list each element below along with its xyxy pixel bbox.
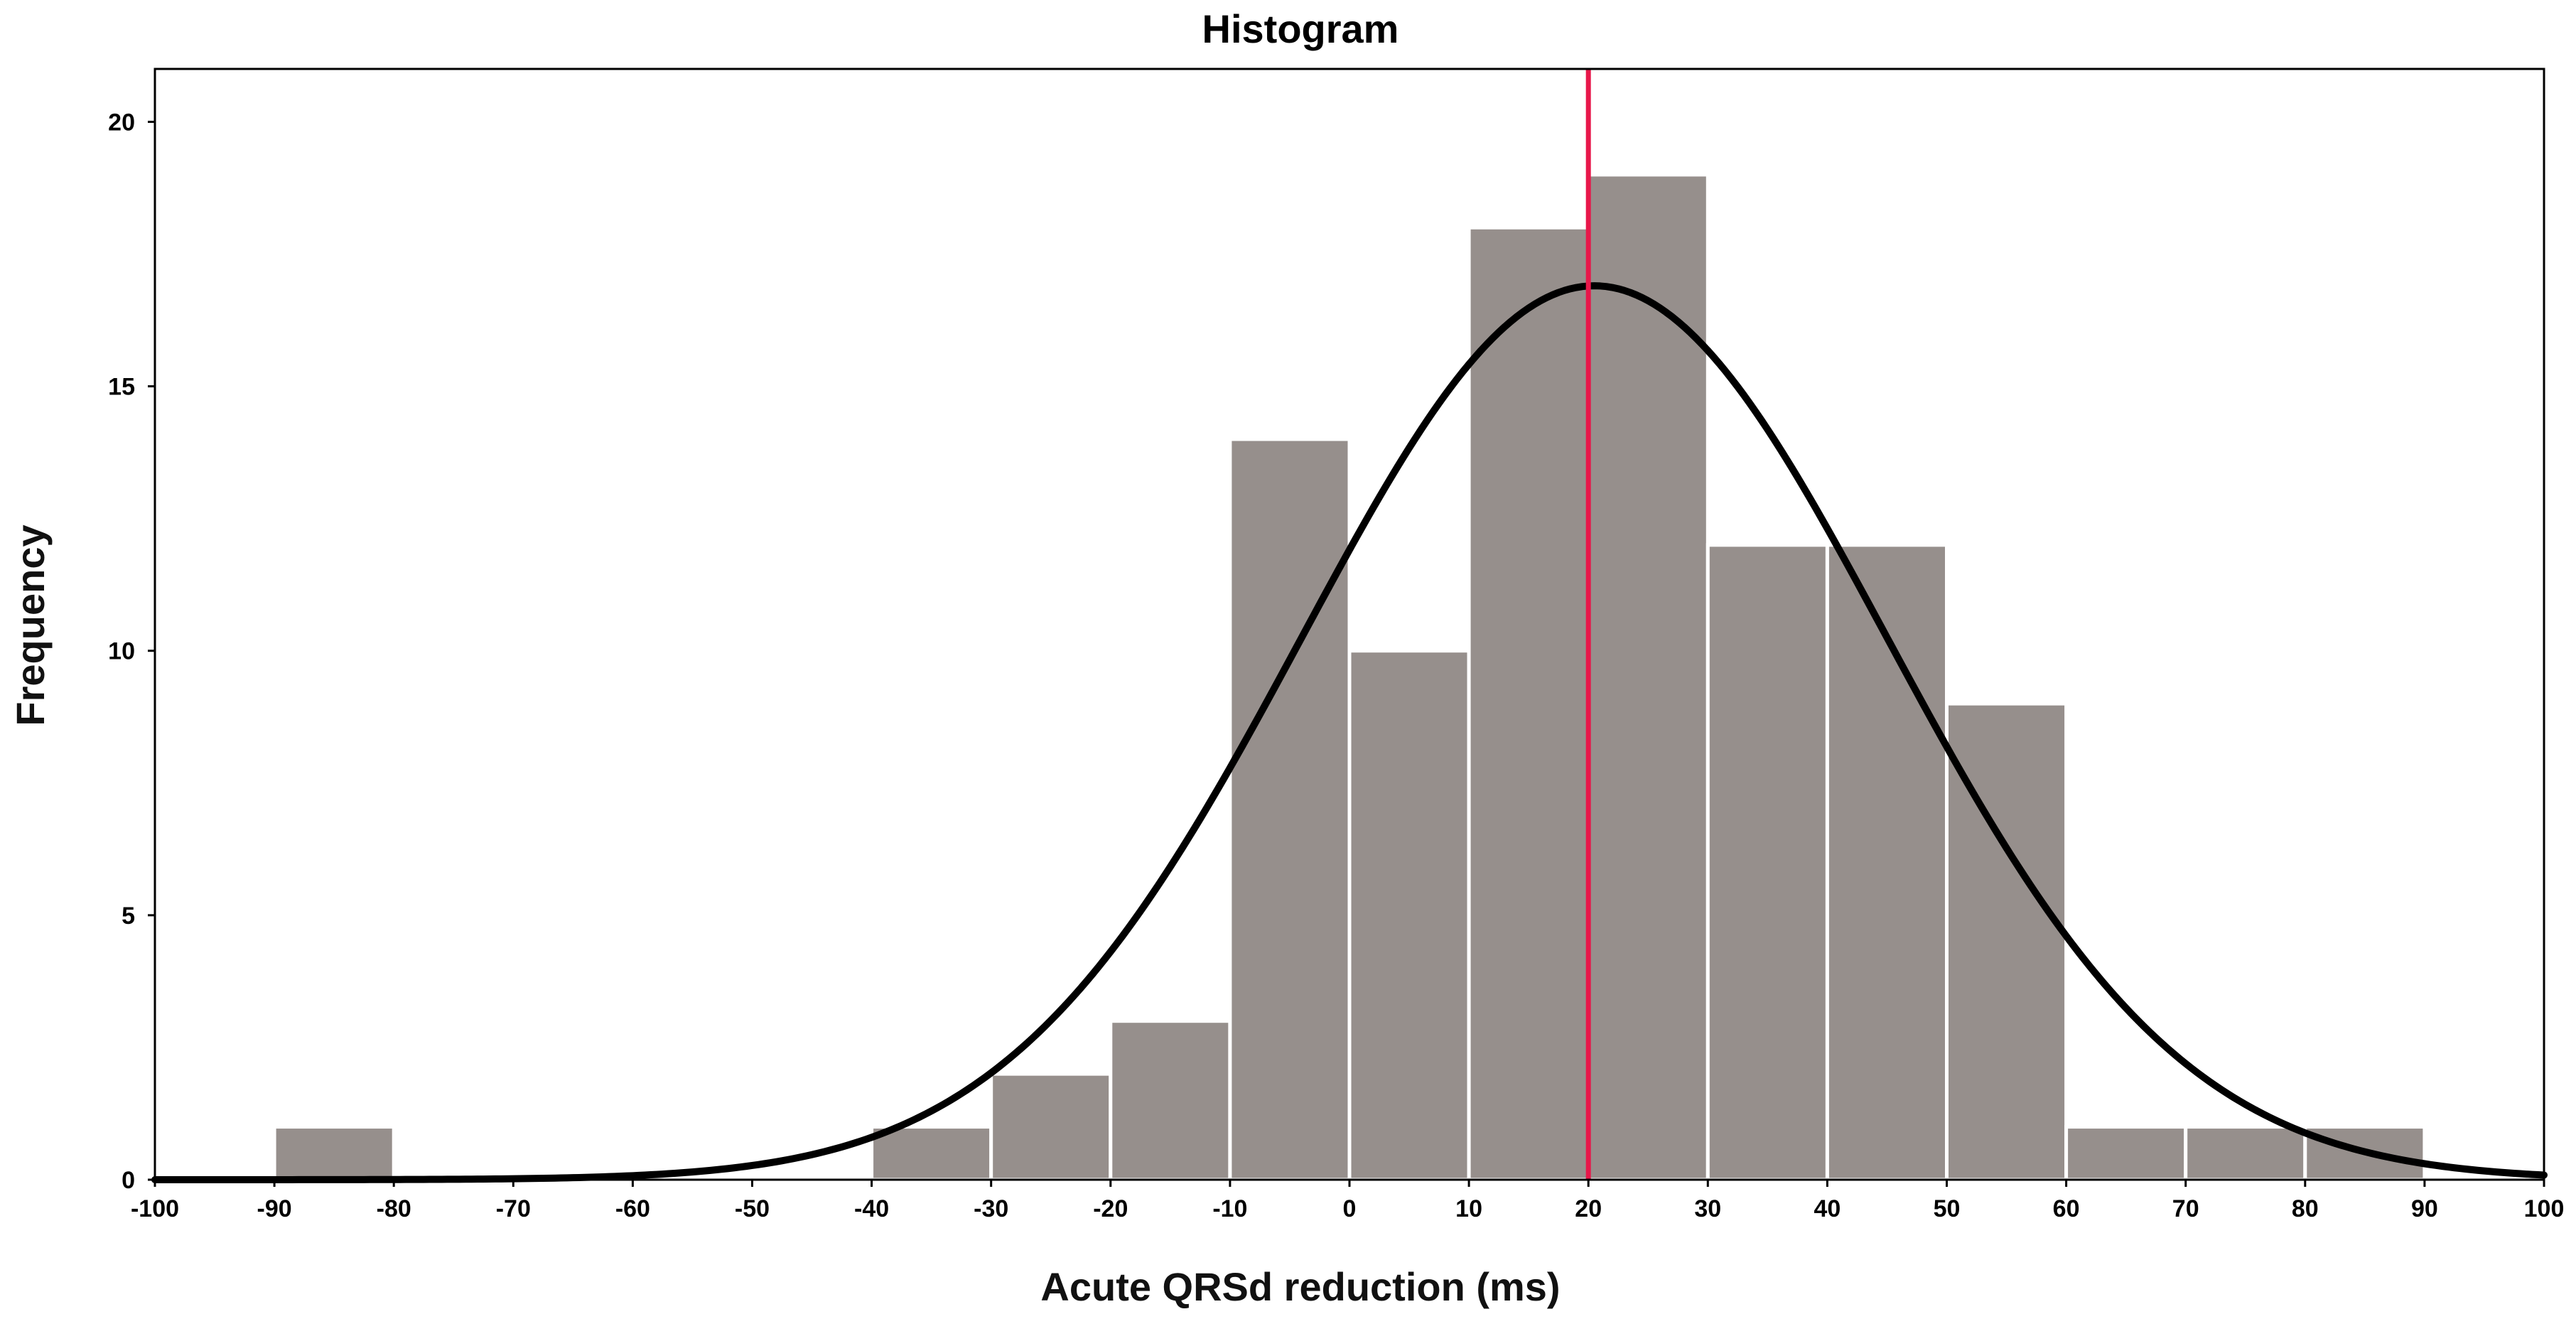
x-tick-label: -40 [854,1195,889,1222]
x-tick-label: -60 [615,1195,650,1222]
histogram-bar [1109,1019,1232,1182]
x-axis-title: Acute QRSd reduction (ms) [1040,1264,1560,1309]
histogram-bar [1228,437,1352,1182]
x-tick-label: 40 [1814,1195,1841,1222]
x-tick-label: -20 [1093,1195,1128,1222]
histogram-bar [2184,1125,2307,1182]
x-tick-label: 100 [2524,1195,2565,1222]
histogram-bar [1586,173,1710,1182]
histogram-bar [2064,1125,2188,1182]
x-tick-label: -70 [496,1195,531,1222]
x-tick-label: 30 [1694,1195,1721,1222]
histogram-bar [989,1072,1113,1182]
bars-layer [272,173,2427,1182]
y-tick-label: 10 [108,638,135,665]
chart-title: Histogram [1202,6,1399,51]
x-tick-label: 20 [1575,1195,1602,1222]
x-axis-ticks: -100 -90 -80 -70 -60 -50 -40 -30 -20 -10 0 10 20 30 40… [131,1180,2564,1222]
y-axis-title: Frequency [8,524,53,726]
histogram-bar [272,1125,396,1182]
x-tick-label: -50 [735,1195,770,1222]
x-tick-label: -100 [131,1195,179,1222]
x-tick-label: 10 [1455,1195,1482,1222]
y-axis-ticks: 0 5 10 15 20 [108,109,155,1194]
histogram-bar [1467,225,1590,1182]
x-tick-label: 0 [1343,1195,1357,1222]
histogram-bar [1825,543,1949,1182]
y-tick-label: 0 [122,1167,135,1194]
x-tick-label: -10 [1212,1195,1247,1222]
x-tick-label: 90 [2411,1195,2438,1222]
histogram-bar [1347,649,1471,1182]
x-tick-label: 60 [2053,1195,2080,1222]
x-tick-label: -80 [377,1195,411,1222]
x-tick-label: 50 [1934,1195,1961,1222]
x-tick-label: -90 [257,1195,292,1222]
histogram-bar [1705,543,1829,1182]
y-tick-label: 5 [122,903,135,930]
histogram-bar [870,1125,993,1182]
x-tick-label: -30 [974,1195,1008,1222]
y-tick-label: 15 [108,374,135,401]
curve-layer [151,282,2548,1183]
y-tick-label: 20 [108,109,135,136]
x-tick-label: 80 [2292,1195,2319,1222]
x-tick-label: 70 [2172,1195,2199,1222]
normal-curve [151,282,2548,1183]
